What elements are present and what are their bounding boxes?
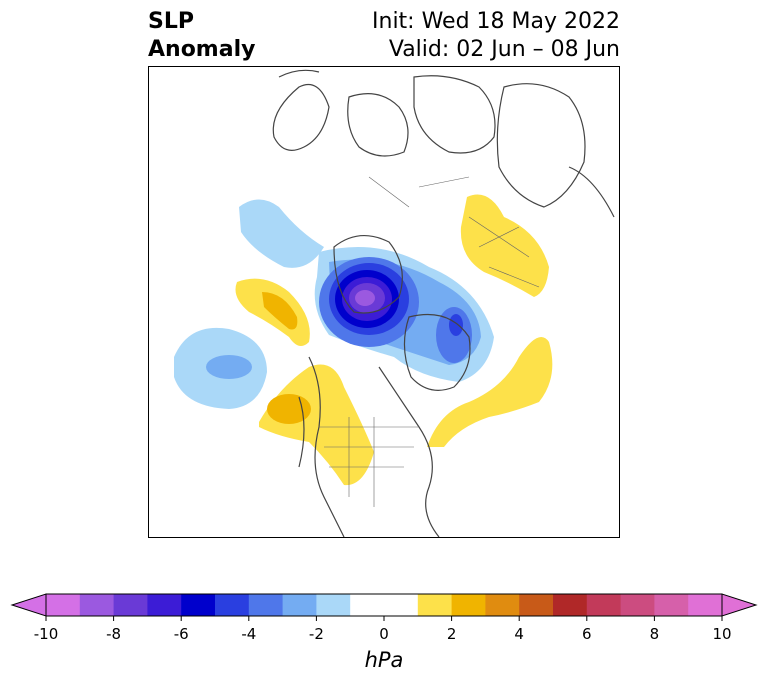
colorbar-bin xyxy=(350,594,385,616)
colorbar-bin xyxy=(248,594,284,616)
colorbar-bin xyxy=(417,594,453,616)
colorbar-tick-label: 8 xyxy=(649,625,660,643)
init-date: Init: Wed 18 May 2022 xyxy=(372,9,620,34)
colorbar-bin xyxy=(46,594,81,616)
coastlines xyxy=(272,69,615,537)
colorbar-bin xyxy=(215,594,250,616)
colorbar-tick-label: -10 xyxy=(33,625,59,643)
colorbar-bin xyxy=(620,594,655,616)
title-line-2: Anomaly xyxy=(148,37,256,62)
colorbar-bin xyxy=(316,594,351,616)
high-western-usa-core xyxy=(267,394,311,424)
map-canvas xyxy=(174,69,615,537)
map-title: SLP Anomaly xyxy=(148,8,255,64)
low-greenland-inner xyxy=(449,314,463,336)
colorbar-tick-label: -4 xyxy=(241,625,257,643)
colorbar-tick-label: 4 xyxy=(514,625,524,643)
colorbar-tick-label: 0 xyxy=(379,625,389,643)
colorbar-over-arrow xyxy=(721,593,758,617)
high-scandinavia-europe xyxy=(460,194,549,297)
colorbar-bin xyxy=(451,594,486,616)
colorbar-bin xyxy=(147,594,182,616)
title-line-1: SLP xyxy=(148,9,194,34)
colorbar-tick-label: -6 xyxy=(173,625,189,643)
high-gulf-of-alaska-core xyxy=(262,292,298,330)
valid-range: Valid: 02 Jun – 08 Jun xyxy=(388,37,620,62)
colorbar-bin xyxy=(688,594,723,616)
colorbar xyxy=(10,593,758,621)
colorbar-bin xyxy=(553,594,588,616)
colorbar-unit: hPa xyxy=(364,648,404,672)
colorbar-bin xyxy=(586,594,622,616)
colorbar-tick-label: 2 xyxy=(446,625,457,643)
colorbar-tick-label: 10 xyxy=(712,625,732,643)
colorbar-bin xyxy=(282,594,317,616)
colorbar-bin xyxy=(181,594,216,616)
colorbar-bin xyxy=(485,594,520,616)
colorbar-tick-label: -8 xyxy=(106,625,122,643)
anomaly-field xyxy=(174,194,553,486)
colorbar-bin xyxy=(79,594,115,616)
map-panel xyxy=(148,66,620,538)
colorbar-tick-label: 6 xyxy=(582,625,592,643)
colorbar-bin xyxy=(654,594,689,616)
colorbar-bin xyxy=(384,594,419,616)
colorbar-bin xyxy=(519,594,554,616)
colorbar-under-arrow xyxy=(10,593,47,617)
colorbar-tick-label: -2 xyxy=(308,625,324,643)
low-alaska-siberia xyxy=(239,199,324,268)
low-deep-ring6 xyxy=(355,290,375,306)
political-borders xyxy=(319,176,540,507)
high-northeast-usa-atlantic xyxy=(427,337,553,447)
forecast-dates: Init: Wed 18 May 2022 Valid: 02 Jun – 08… xyxy=(372,8,620,64)
colorbar-bin xyxy=(113,594,148,616)
low-north-pacific-core xyxy=(206,355,252,379)
